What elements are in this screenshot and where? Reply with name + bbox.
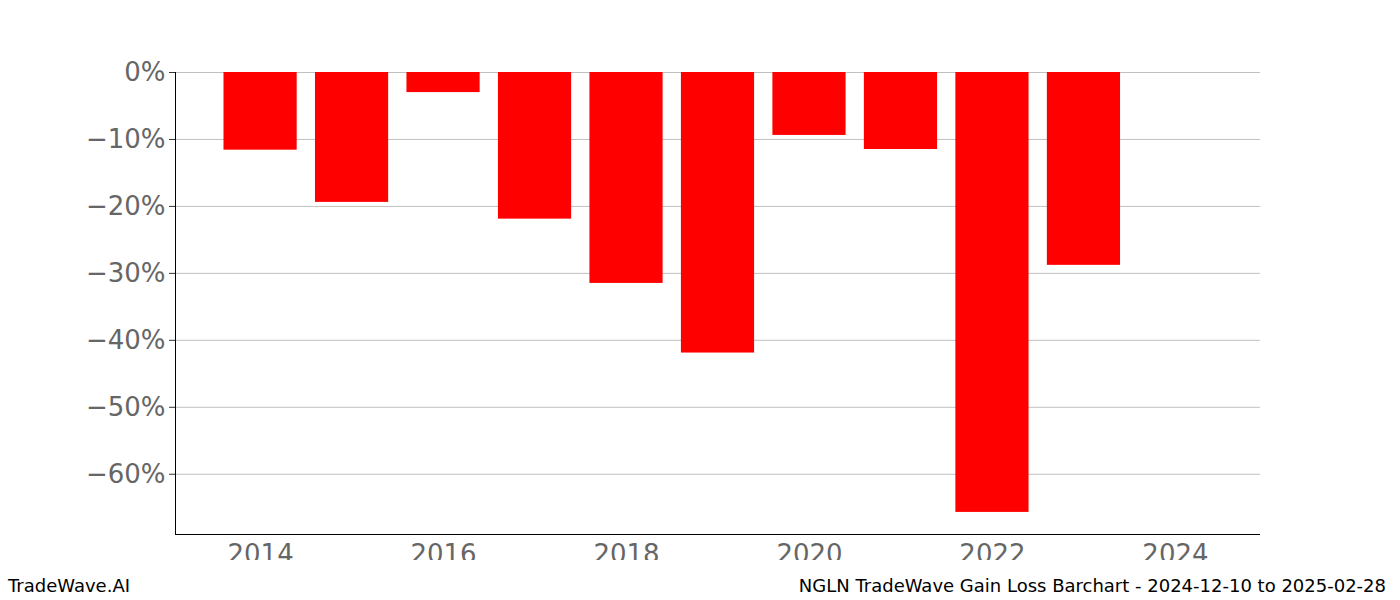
svg-text:2016: 2016 [410,539,476,560]
svg-text:−10%: −10% [86,124,166,154]
svg-text:−40%: −40% [86,325,166,355]
svg-text:2014: 2014 [227,539,293,560]
html-text:TradeWave.AI: TradeWave.AI [8,575,130,596]
svg-text:−60%: −60% [86,459,166,489]
svg-text:2018: 2018 [593,539,659,560]
svg-text:2020: 2020 [776,539,842,560]
html-text:NGLN TradeWave Gain Loss Barch: NGLN TradeWave Gain Loss Barchart - 2024… [798,575,1386,596]
svg-text:0%: 0% [124,57,165,87]
svg-text:2024: 2024 [1142,539,1208,560]
svg-text:−50%: −50% [86,392,166,422]
svg-text:−30%: −30% [86,258,166,288]
svg-text:−20%: −20% [86,191,166,221]
svg-text:2022: 2022 [959,539,1025,560]
